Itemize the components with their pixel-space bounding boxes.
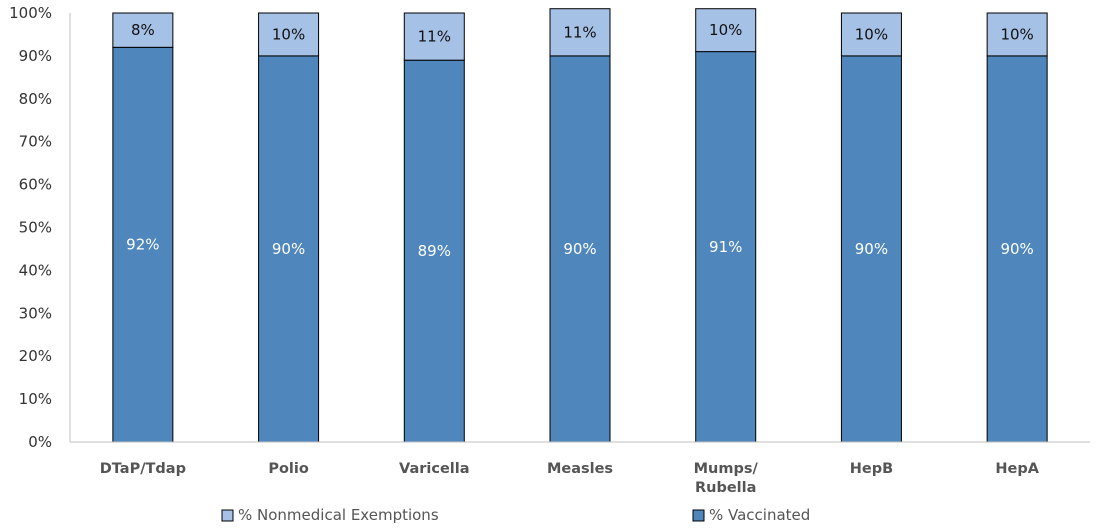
x-tick-label: Varicella: [399, 461, 470, 477]
bar-segment: [840, 55, 902, 443]
bar-segment: [403, 12, 465, 61]
y-tick-label: 90%: [19, 47, 52, 65]
x-tick-label: HepB: [850, 461, 893, 477]
data-label: 10%: [272, 25, 305, 43]
bar-segment: [549, 55, 611, 443]
x-axis: DTaP/Tdap Polio Varicella Measles Mumps/Rube…: [70, 441, 1090, 496]
y-tick-label: 50%: [19, 219, 52, 237]
legend: % Nonmedical Exemptions % Vaccinated: [221, 506, 810, 524]
data-label: 91%: [709, 238, 742, 256]
y-tick-label: 30%: [19, 304, 52, 322]
y-tick-label: 80%: [19, 90, 52, 108]
y-tick-label: 100%: [9, 4, 52, 22]
data-label: 11%: [563, 23, 596, 41]
legend-swatch: [221, 509, 234, 522]
legend-label: % Vaccinated: [709, 506, 810, 524]
y-tick-label: 60%: [19, 176, 52, 194]
data-label: 11%: [418, 28, 451, 46]
y-axis: 0% 10% 20% 30% 40% 50% 60% 70% 80% 90% 100%: [9, 4, 71, 451]
data-label: 10%: [855, 25, 888, 43]
bars: 92% 8% 90% 10% 89% 11% 90% 11% 91% 10% 90% 10% 90% 10…: [112, 8, 1048, 443]
bar-segment: [695, 51, 757, 443]
data-label: 89%: [418, 242, 451, 260]
data-label: 10%: [709, 21, 742, 39]
bar-segment: [549, 8, 611, 57]
y-tick-label: 40%: [19, 261, 52, 279]
y-tick-label: 10%: [19, 390, 52, 408]
bar-segment: [695, 8, 757, 53]
y-tick-label: 20%: [19, 347, 52, 365]
y-tick-label: 70%: [19, 133, 52, 151]
bar-segment: [840, 12, 902, 57]
bar-segment: [986, 12, 1048, 57]
data-label: 8%: [131, 21, 155, 39]
x-tick-label: DTaP/Tdap: [100, 461, 186, 477]
data-label: 90%: [1000, 240, 1033, 258]
bar-segment: [258, 12, 320, 57]
bar-segment: [112, 12, 174, 48]
data-label: 90%: [272, 240, 305, 258]
data-label: 10%: [1000, 25, 1033, 43]
data-label: 90%: [563, 240, 596, 258]
legend-label: % Nonmedical Exemptions: [238, 506, 439, 524]
data-label: 90%: [855, 240, 888, 258]
x-tick-label: Polio: [268, 461, 309, 477]
y-tick-label: 0%: [28, 433, 52, 451]
legend-swatch: [692, 509, 705, 522]
bar-segment: [986, 55, 1048, 443]
x-tick-label: Mumps/Rubella: [694, 461, 759, 496]
bar-segment: [403, 59, 465, 443]
data-label: 92%: [126, 236, 159, 254]
x-tick-label: Measles: [547, 461, 613, 477]
x-tick-label: HepA: [995, 461, 1039, 477]
